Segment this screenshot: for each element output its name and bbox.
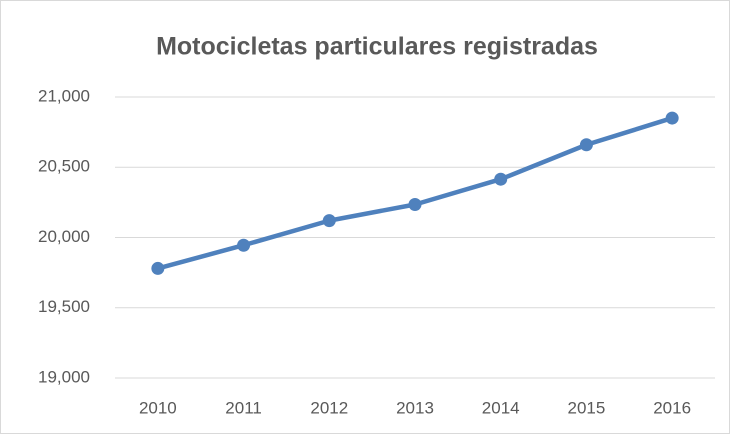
x-tick-label: 2013	[396, 398, 434, 417]
y-tick-label: 21,000	[38, 86, 90, 105]
x-tick-label: 2012	[310, 398, 348, 417]
y-tick-label: 19,500	[38, 297, 90, 316]
x-tick-label: 2010	[139, 398, 177, 417]
point	[579, 138, 593, 152]
point	[151, 261, 165, 275]
point	[665, 111, 679, 125]
y-tick-label: 20,000	[38, 227, 90, 246]
y-tick-label: 20,500	[38, 157, 90, 176]
x-tick-label: 2015	[568, 398, 606, 417]
point	[494, 172, 508, 186]
y-tick-label: 19,000	[38, 367, 90, 386]
point	[237, 238, 251, 252]
chart-title: Motocicletas particulares registradas	[156, 33, 598, 61]
point	[322, 214, 336, 228]
x-tick-label: 2011	[225, 398, 262, 417]
x-tick-label: 2014	[482, 398, 520, 417]
point	[408, 197, 422, 211]
x-tick-label: 2016	[653, 398, 691, 417]
